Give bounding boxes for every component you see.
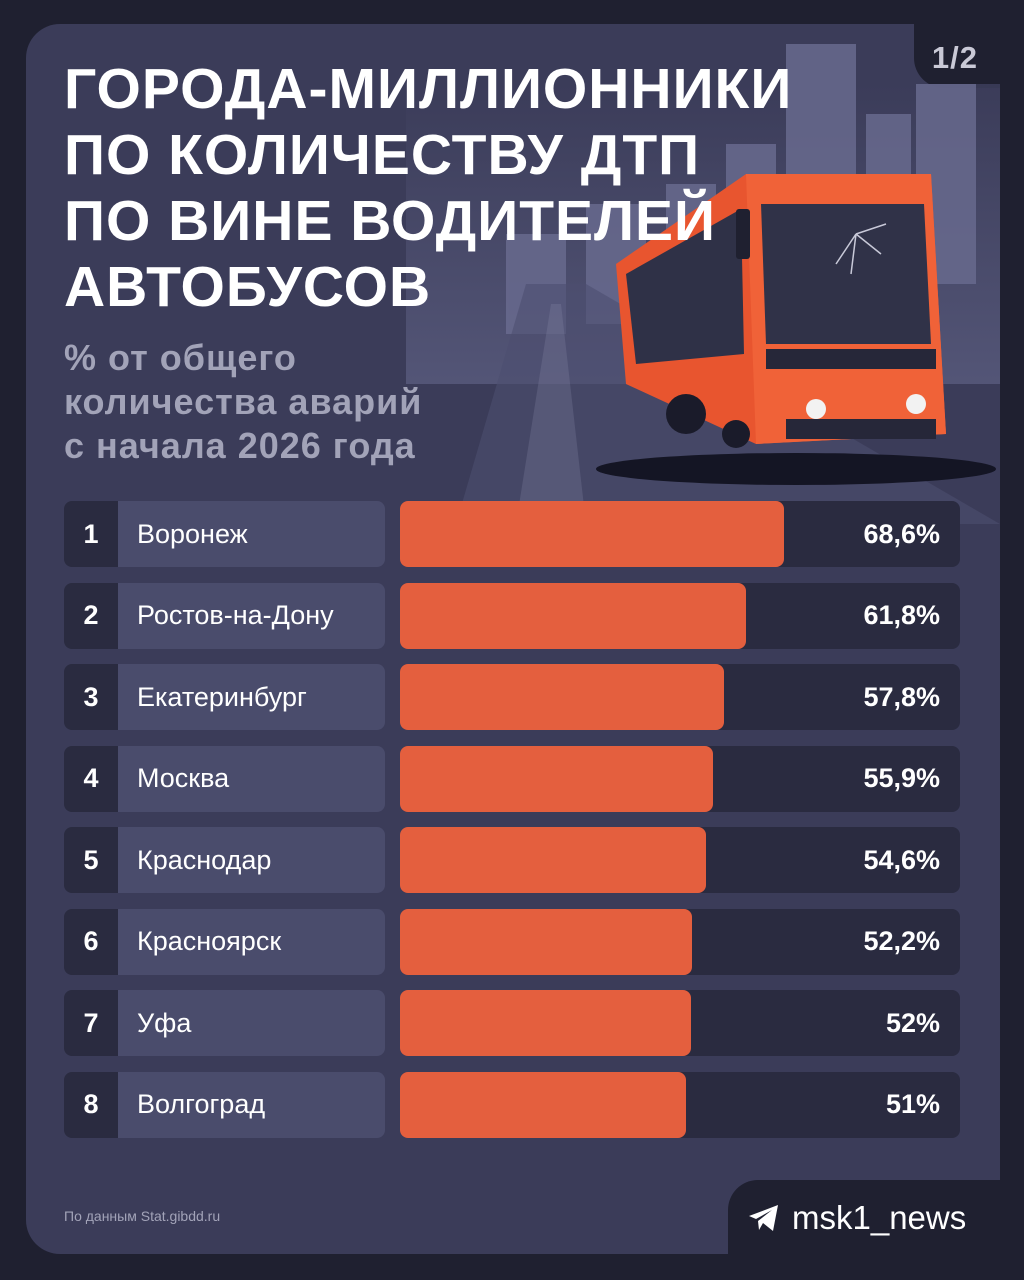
value-label: 51% bbox=[885, 1089, 940, 1119]
category-label: Екатеринбург bbox=[118, 664, 385, 730]
rank-label: 7 bbox=[64, 990, 118, 1056]
brand-badge[interactable]: msk1_news bbox=[748, 1196, 966, 1240]
bar bbox=[400, 827, 706, 893]
telegram-icon bbox=[749, 1205, 778, 1231]
bar-track: 52% bbox=[400, 990, 960, 1056]
value-label: 61,8% bbox=[863, 600, 940, 630]
category-label: Волгоград bbox=[118, 1071, 385, 1138]
bar bbox=[400, 1071, 686, 1138]
chart-row: 3 Екатеринбург 57,8% bbox=[64, 664, 960, 730]
category-label: Москва bbox=[118, 745, 385, 812]
subtitle-line: % от общего bbox=[64, 337, 297, 378]
value-label: 52% bbox=[885, 1007, 940, 1038]
subtitle-line: количества аварий bbox=[64, 381, 423, 422]
title-line: по количеству ДТП bbox=[64, 123, 701, 187]
chart-row: 6 Красноярск 52,2% bbox=[64, 908, 960, 975]
title-line: Города-миллионники bbox=[64, 57, 793, 121]
bar bbox=[400, 990, 692, 1056]
chart-subtitle: % от общего количества аварий с начала 2… bbox=[64, 336, 584, 468]
brand-name: msk1_news bbox=[792, 1199, 967, 1236]
bar-track: 61,8% bbox=[400, 582, 960, 649]
brand-tab bbox=[728, 1180, 1024, 1280]
rank-label: 8 bbox=[64, 1071, 118, 1138]
bar-track: 51% bbox=[400, 1071, 960, 1138]
chart-title: Города-миллионники по количеству ДТП по … bbox=[64, 56, 824, 320]
rank-label: 3 bbox=[64, 664, 118, 730]
rank-label: 1 bbox=[64, 501, 118, 567]
bar bbox=[400, 664, 724, 730]
chart-row: 8 Волгоград 51% bbox=[64, 1071, 960, 1138]
rank-label: 2 bbox=[64, 582, 118, 649]
category-label: Уфа bbox=[118, 990, 385, 1056]
category-label: Ростов-на-Дону bbox=[118, 582, 385, 649]
value-label: 52,2% bbox=[863, 926, 940, 956]
bar bbox=[400, 582, 747, 649]
rank-label: 4 bbox=[64, 745, 118, 812]
value-label: 55,9% bbox=[863, 763, 940, 793]
page-indicator: 1/2 bbox=[931, 40, 978, 75]
chart-row: 1 Воронеж 68,6% bbox=[64, 501, 960, 567]
bar bbox=[400, 745, 714, 812]
bar bbox=[400, 501, 785, 567]
category-label: Красноярск bbox=[118, 908, 385, 975]
chart-row: 7 Уфа 52% bbox=[64, 990, 960, 1056]
category-label: Воронеж bbox=[118, 501, 385, 567]
chart-row: 2 Ростов-на-Дону 61,8% bbox=[64, 582, 960, 649]
bar-track: 57,8% bbox=[400, 664, 960, 730]
chart-row: 4 Москва 55,9% bbox=[64, 745, 960, 812]
title-line: по вине водителей bbox=[64, 189, 717, 253]
title-line: автобусов bbox=[64, 255, 432, 319]
category-label: Краснодар bbox=[118, 827, 385, 893]
subtitle-line: с начала 2026 года bbox=[64, 425, 416, 466]
source-note: По данным Stat.gibdd.ru bbox=[64, 1208, 221, 1224]
chart-row: 5 Краснодар 54,6% bbox=[64, 827, 960, 893]
bar-track: 52,2% bbox=[400, 908, 960, 975]
value-label: 68,6% bbox=[863, 518, 940, 549]
rank-label: 6 bbox=[64, 908, 118, 975]
value-label: 54,6% bbox=[863, 844, 940, 875]
rank-label: 5 bbox=[64, 827, 118, 893]
bar-track: 68,6% bbox=[400, 501, 960, 567]
page-indicator-tab bbox=[914, 0, 1024, 88]
value-label: 57,8% bbox=[863, 681, 940, 712]
bar bbox=[400, 908, 693, 975]
bar-track: 54,6% bbox=[400, 827, 960, 893]
bar-track: 55,9% bbox=[400, 745, 960, 812]
